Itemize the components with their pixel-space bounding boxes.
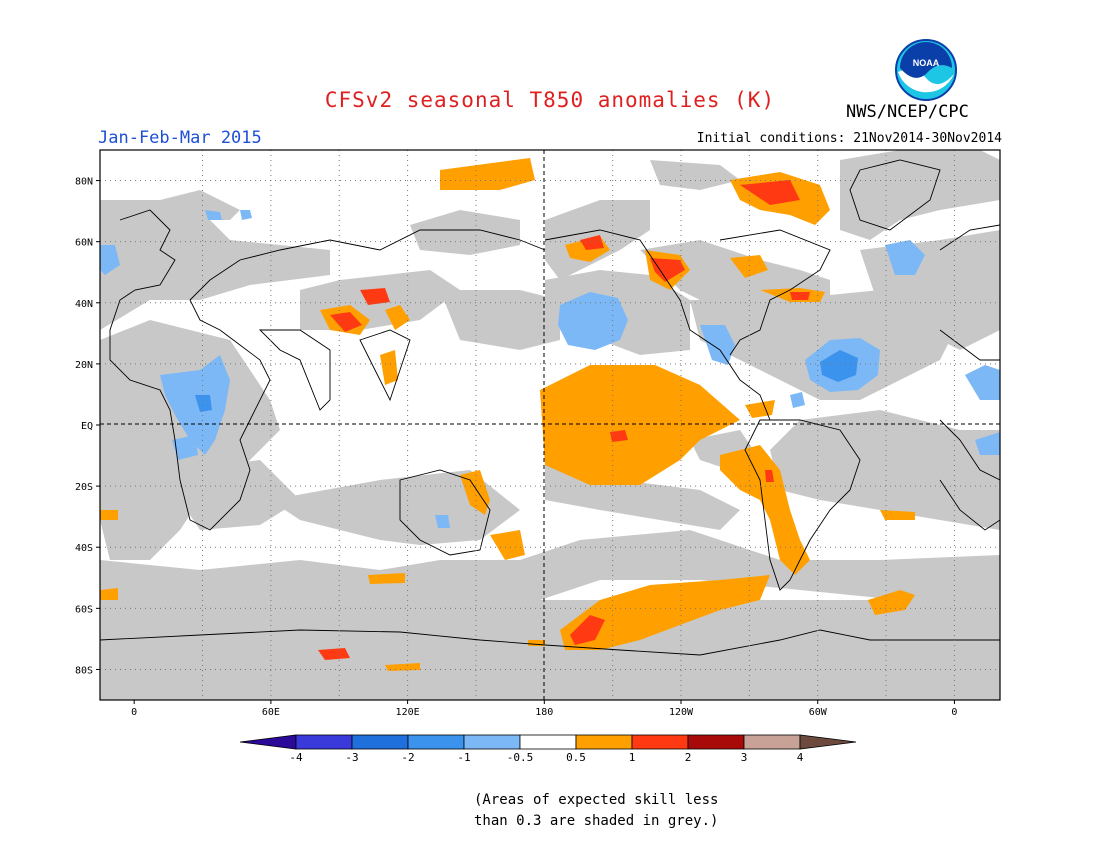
caption-line-2: than 0.3 are shaded in grey.) <box>474 813 719 829</box>
lat-tick-label: 80S <box>75 665 93 676</box>
colorbar-tick-label: 4 <box>797 751 804 764</box>
latitude-labels: 80N 60N 40N 20N EQ 20S 40S 60S 80S <box>75 177 100 676</box>
colorbar-tick-label: -2 <box>401 751 414 764</box>
initial-conditions: Initial conditions: 21Nov2014-30Nov2014 <box>696 131 1002 146</box>
colorbar-swatch <box>407 734 465 750</box>
lat-lon-grid <box>100 150 1000 700</box>
negative-anomalies <box>100 210 1000 528</box>
lat-tick-label: 20S <box>75 482 93 493</box>
lat-tick-label: 40S <box>75 543 93 554</box>
coastlines <box>100 159 1000 656</box>
colorbar-tick-label: 0.5 <box>566 751 586 764</box>
chart-title: CFSv2 seasonal T850 anomalies (K) <box>324 88 776 112</box>
colorbar-tick-label: -4 <box>289 751 303 764</box>
colorbar-tick-label: -3 <box>345 751 358 764</box>
colorbar-swatch <box>687 734 745 750</box>
colorbar-swatch <box>575 734 633 750</box>
colorbar-arrow-low <box>239 734 297 750</box>
colorbar-swatch <box>743 734 801 750</box>
colorbar-tick-label: -0.5 <box>507 751 534 764</box>
svg-text:NOAA: NOAA <box>913 58 940 68</box>
caption-line-1: (Areas of expected skill less <box>474 792 719 808</box>
lon-tick-label: 120W <box>669 707 694 718</box>
lon-tick-label: 120E <box>396 707 420 718</box>
colorbar: -4 -3 -2 -1 -0.5 0.5 1 2 3 4 <box>239 734 857 764</box>
longitude-labels: 0 60E 120E 180 120W 60W 0 <box>131 700 957 718</box>
lon-tick-label: 60E <box>262 707 280 718</box>
colorbar-arrow-high <box>799 734 857 750</box>
positive-anomalies <box>100 158 915 671</box>
noaa-logo: NOAA <box>894 38 958 102</box>
colorbar-tick-label: 2 <box>685 751 692 764</box>
colorbar-tick-label: 1 <box>629 751 636 764</box>
lat-tick-label: 80N <box>75 177 93 188</box>
lat-tick-label: 60S <box>75 604 93 615</box>
lat-tick-label: 40N <box>75 299 93 310</box>
lon-tick-label: 180 <box>535 707 553 718</box>
colorbar-tick-label: -1 <box>457 751 470 764</box>
map-field <box>100 150 1000 700</box>
skill-caption: (Areas of expected skill less than 0.3 a… <box>474 790 718 832</box>
agency-label: NWS/NCEP/CPC <box>846 102 969 122</box>
colorbar-swatch <box>463 734 521 750</box>
colorbar-swatch <box>295 734 353 750</box>
colorbar-tick-label: 3 <box>741 751 748 764</box>
colorbar-swatch <box>519 734 577 750</box>
colorbar-swatch <box>631 734 689 750</box>
lat-tick-label: 20N <box>75 360 93 371</box>
lon-tick-label: 0 <box>951 707 957 718</box>
lon-tick-label: 0 <box>131 707 137 718</box>
lat-tick-label: 60N <box>75 238 93 249</box>
colorbar-swatch <box>351 734 409 750</box>
lat-tick-label: EQ <box>81 421 93 432</box>
lon-tick-label: 60W <box>809 707 828 718</box>
forecast-period: Jan-Feb-Mar 2015 <box>98 128 262 148</box>
